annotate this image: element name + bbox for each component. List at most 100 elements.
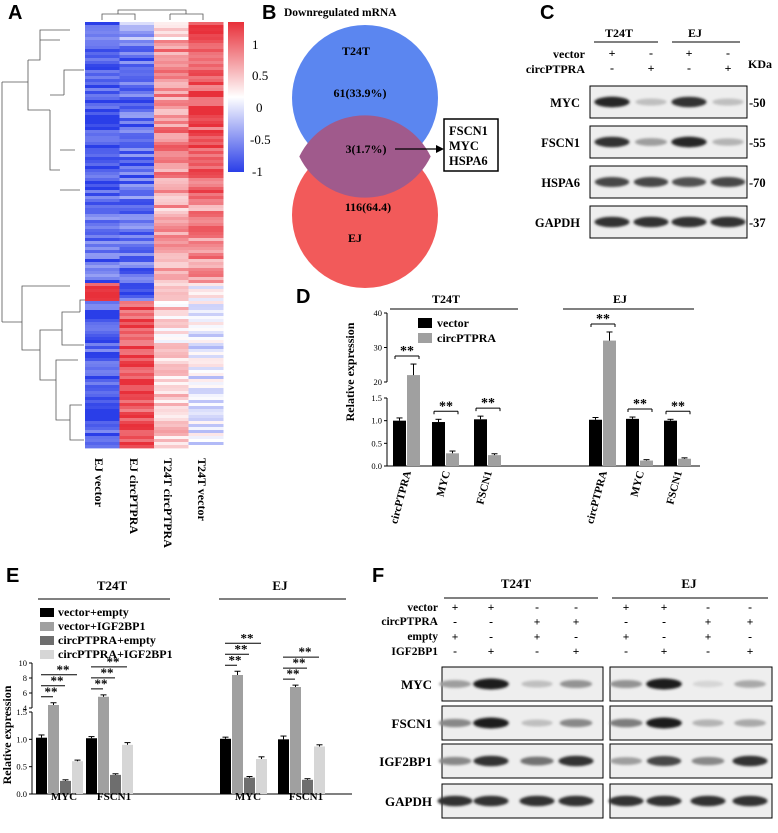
heatmap-cell [188,148,224,152]
blot-band [438,756,472,766]
bar [72,761,83,794]
heatmap-cell [119,163,155,167]
heatmap-cell [188,442,224,446]
heatmap-cell [85,37,120,41]
heatmap-cell [119,61,155,65]
heatmap-cell [85,382,120,386]
condition-sign: + [573,617,580,629]
heatmap-column-label: EJ vector [92,458,106,508]
significance-marker: ** [235,641,248,656]
heatmap-cell [188,289,224,293]
heatmap-cell [188,298,224,302]
heatmap-cell [119,307,155,311]
condition-sign: + [534,617,541,629]
blot-band [519,795,555,807]
heatmap-cell [154,283,189,287]
condition-sign: - [624,646,628,658]
kda-marker: -50 [749,96,766,110]
heatmap-cell [85,64,120,68]
heatmap-cell [85,355,120,359]
heatmap-cell [85,172,120,176]
heatmap-cell [85,403,120,407]
bar [60,780,71,794]
heatmap-cell [188,316,224,320]
heatmap-cell [85,214,120,218]
heatmap-cell [119,91,155,95]
heatmap-cell [119,73,155,77]
heatmap-cell [119,400,155,404]
heatmap-cell [85,136,120,140]
heatmap-cell [188,286,224,290]
heatmap-cell [85,292,120,296]
heatmap-cell [154,280,189,284]
heatmap-cell [188,301,224,305]
condition-sign: + [705,617,712,629]
heatmap-cell [154,202,189,206]
heatmap-cell [85,391,120,395]
heatmap-cell [85,274,120,278]
heatmap-cell [119,112,155,116]
heatmap-cell [119,37,155,41]
heatmap-cell [119,415,155,419]
heatmap-cell [154,166,189,170]
heatmap-cell [85,316,120,320]
panel-f-letter: F [372,565,384,587]
colorbar-tick: 1 [252,37,259,52]
heatmap-cell [119,265,155,269]
heatmap-cell [188,214,224,218]
heatmap-cell [188,379,224,383]
heatmap-cell [85,184,120,188]
heatmap-cell [119,349,155,353]
y-tick-label: 0.5 [371,438,382,448]
heatmap-cell [154,124,189,128]
heatmap-cell [85,265,120,269]
bar [432,422,445,466]
heatmap-cell [188,37,224,41]
heatmap-cell [119,97,155,101]
blot-band [633,216,669,228]
y-tick-label: 1.5 [16,707,27,717]
heatmap-cell [188,208,224,212]
heatmap-cell [154,406,189,410]
heatmap-cell [188,418,224,422]
heatmap-cell [154,133,189,137]
significance-marker: ** [400,344,414,359]
kda-marker: -70 [749,176,766,190]
bar [446,453,459,466]
significance-marker: ** [95,676,108,691]
heatmap-cell [85,238,120,242]
heatmap-cell [85,328,120,332]
bar [626,418,639,466]
heatmap-cell [119,322,155,326]
heatmap-cell [119,376,155,380]
colorbar-tick: -0.5 [250,132,271,147]
heatmap-cell [119,391,155,395]
venn-set-label: T24T [342,44,370,58]
heatmap-cell [119,316,155,320]
heatmap-cell [188,409,224,413]
heatmap-cell [119,250,155,254]
condition-label: IGF2BP1 [391,646,438,658]
heatmap-cell [188,103,224,107]
heatmap-cell [119,388,155,392]
heatmap-cell [188,427,224,431]
blot-band [646,678,682,690]
heatmap-cell [154,259,189,263]
blot-band [691,756,725,766]
heatmap-cell [85,187,120,191]
significance-marker: ** [287,666,300,681]
heatmap-cell [85,148,120,152]
heatmap-cell [154,37,189,41]
significance-marker: ** [633,397,647,412]
heatmap-cell [119,319,155,323]
heatmap-cell [188,373,224,377]
heatmap-cell [85,247,120,251]
heatmap-cell [119,445,155,449]
heatmap-cell [85,370,120,374]
x-tick-label: MYC [629,470,647,499]
heatmap-cell [188,391,224,395]
heatmap-cell [188,109,224,113]
cell-line-label: EJ [681,576,697,591]
blot-label: FSCN1 [392,716,432,731]
heatmap-cell [154,349,189,353]
